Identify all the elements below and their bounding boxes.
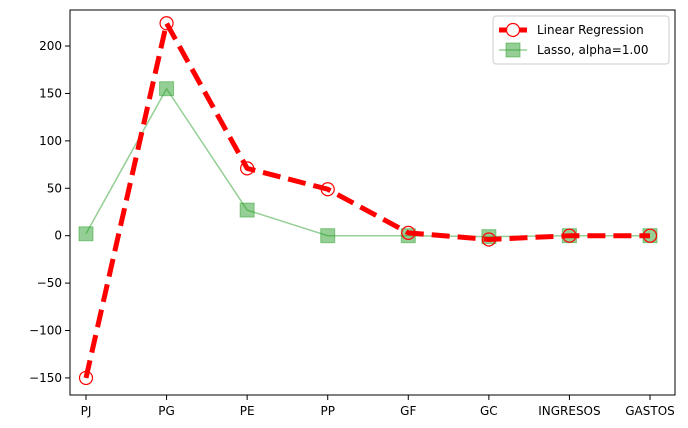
y-tick-label: −50 [37,276,62,290]
y-axis: −150 −100 −50 0 50 100 150 200 [29,39,70,385]
linear-regression-point [159,16,174,31]
linear-regression-point [320,182,335,197]
lasso-point [78,226,94,242]
linear-regression-point [481,232,496,247]
x-tick-label: PE [240,404,255,418]
y-tick-label: −150 [29,371,62,385]
lasso-point [320,228,336,244]
y-tick-label: 0 [54,229,62,243]
x-axis: PJ PG PE PP GF GC INGRESOS GASTOS [81,395,675,418]
x-tick-label: PG [158,404,175,418]
x-tick-label: PP [320,404,334,418]
y-tick-label: −100 [29,324,62,338]
x-tick-label: INGRESOS [538,404,600,418]
linear-regression-point [401,225,416,240]
series-layer [78,16,658,386]
legend-label-linear-regression: Linear Regression [537,23,644,37]
x-tick-label: GF [400,404,416,418]
legend-box [492,15,670,65]
linear-regression-point [240,161,255,176]
y-tick-label: 150 [39,86,62,100]
linear-regression-point [642,228,658,243]
y-tick-label: 200 [39,39,62,53]
linear-regression-point [562,228,577,243]
lasso-point [159,81,175,97]
x-tick-label: GASTOS [625,404,675,418]
plot-frame [69,9,676,396]
legend-label-lasso: Lasso, alpha=1.00 [537,43,649,57]
legend-marker-linear-regression [505,22,521,38]
y-tick-label: 50 [47,181,62,195]
linear-regression-point [78,370,94,386]
series-line-lasso [85,87,650,238]
x-tick-label: GC [480,404,498,418]
plot-area [70,10,675,395]
lasso-point [239,202,255,218]
y-tick-label: 100 [39,134,62,148]
legend-marker-lasso [505,42,521,58]
series-line-linear-regression [83,20,650,379]
x-tick-label: PJ [81,404,92,418]
legend: Linear Regression Lasso, alpha=1.00 [492,15,670,65]
